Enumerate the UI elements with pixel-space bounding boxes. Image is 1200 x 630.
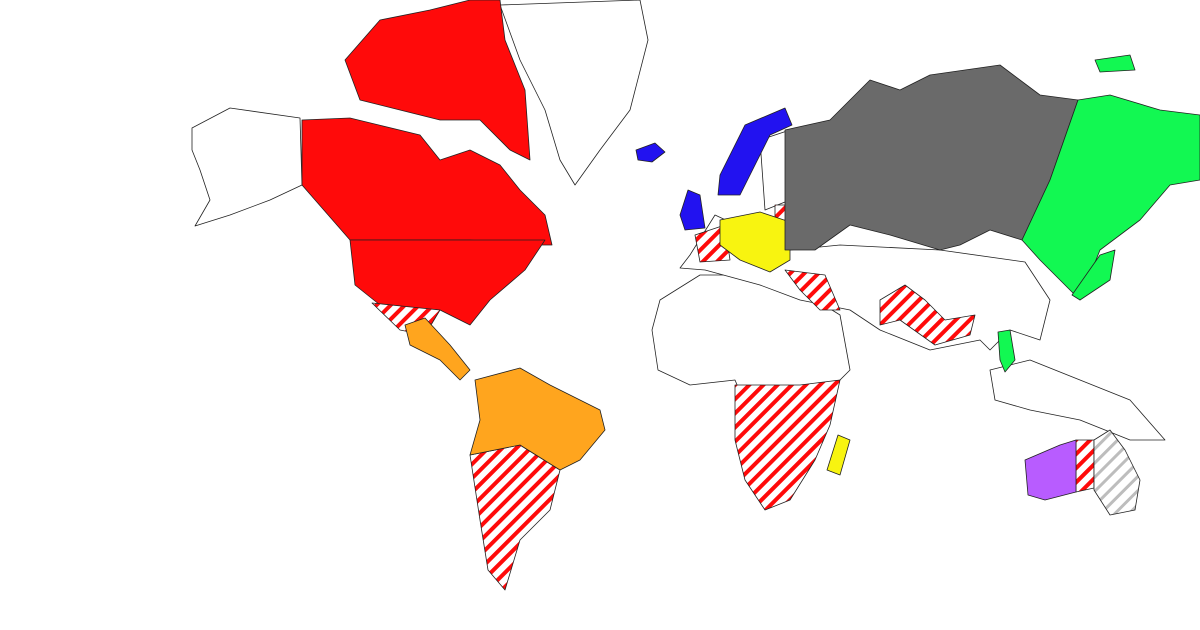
japan [1071,249,1116,301]
northern-south-america [469,367,606,471]
iceland [635,142,666,163]
land [191,0,1200,591]
australia-strip [1075,439,1095,493]
scandinavia [717,107,793,196]
usa [349,239,546,326]
arctic-islands [344,0,531,161]
southern-south-america [469,444,561,591]
south-asia [879,284,976,346]
russian-far-east [1021,94,1200,301]
southern-africa [734,379,841,511]
britain [679,189,706,231]
new-siberian-islands [1094,54,1136,73]
southeast-asia [989,359,1166,441]
eastern-australia [1093,429,1141,516]
madagascar [826,434,851,476]
vietnam [997,329,1016,373]
central-america [404,317,471,381]
middle-east [784,269,841,311]
alaska [191,107,303,227]
greenland [499,0,649,186]
central-europe [719,211,791,273]
western-australia [1024,439,1077,501]
